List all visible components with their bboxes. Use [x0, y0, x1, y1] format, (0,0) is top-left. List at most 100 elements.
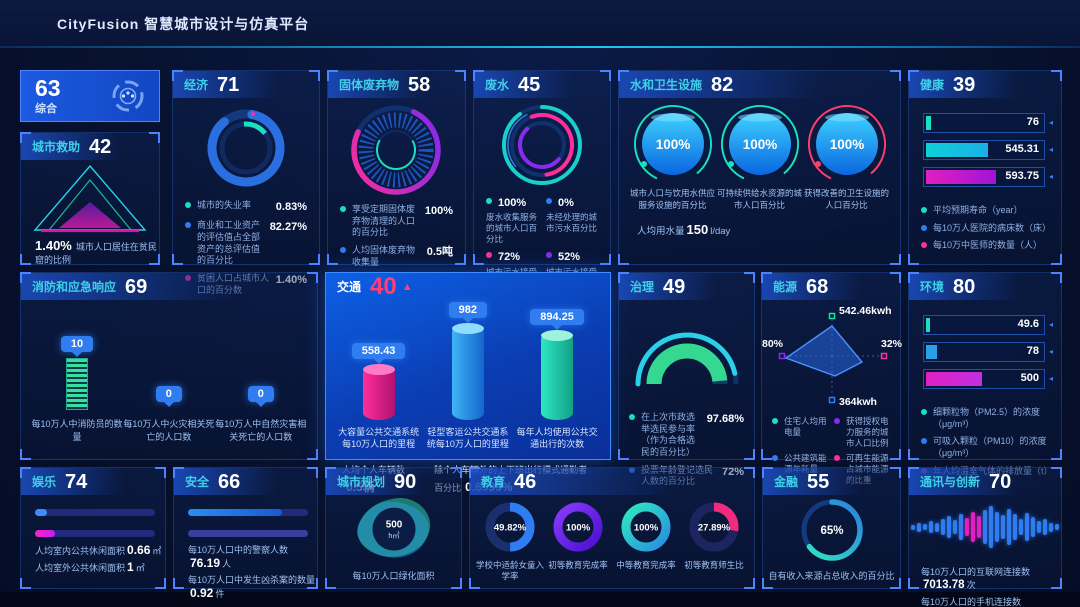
bar-value: 76: [1026, 116, 1039, 128]
panel-water-sanitation[interactable]: 水和卫生设施 82 100% 城市人口与饮用水供应服务设施的百分比: [618, 70, 901, 265]
legend-dot-icon: [921, 438, 927, 445]
solid-waste-gauge-chart: [351, 105, 441, 195]
legend-label: 未经处理的城市污水百分比: [546, 212, 598, 234]
slider-bar[interactable]: [188, 509, 308, 516]
stat-bar: 78: [923, 342, 1053, 362]
legend-dot-icon: [629, 414, 635, 420]
donut-label: 初等教育完成率: [548, 560, 608, 570]
panel-communication[interactable]: 通讯与创新 70 每10万人口的互联网连接数 7013.78 次 每10万人口的手机…: [908, 467, 1062, 607]
slider-bar[interactable]: [188, 530, 308, 537]
communication-stats: 每10万人口的互联网连接数 7013.78次 每10万人口的手机连接数29697.…: [909, 553, 1061, 607]
fire-item: 10: [31, 300, 123, 410]
svg-text:h㎡: h㎡: [388, 532, 399, 540]
legend-dot-icon: [546, 198, 552, 204]
legend-item: 享受定期固体废弃物清理的人口的百分比 100%: [340, 204, 453, 239]
panel-score: 69: [125, 275, 148, 298]
wastewater-rings-chart: [502, 105, 582, 185]
legend-item: 可吸入颗粒（PM10）的浓度（μg/m³）: [921, 436, 1049, 459]
panel-recreation[interactable]: 娱乐 74 人均室内公共休闲面积 0.66 ㎡ 人均室外公共休闲面积 1 ㎡: [20, 467, 166, 589]
legend-item: 获得授权电力服务的城市人口比例: [834, 416, 890, 449]
stat-line: 每10万人口中发生凶杀案的数量0.92 件: [188, 573, 317, 600]
stat-label: 每10万人口的互联网连接数: [921, 567, 1031, 577]
panel-title: 通讯与创新: [920, 475, 981, 489]
panel-governance[interactable]: 治理 49 在上次市政选举选民参与率（作为合格选民的百分比）97.68% 投票年…: [618, 272, 755, 486]
panel-score: 90: [394, 470, 417, 493]
stat-label: 人均室内公共休闲面积: [35, 546, 126, 556]
legend-item: 每10万人医院的病床数（床）: [921, 223, 1051, 235]
panel-finance[interactable]: 金融 55 65% 自有收入来源占总收入的百分比: [762, 467, 901, 589]
panel-score: 58: [408, 73, 431, 96]
panel-header: 经济 71: [173, 71, 319, 98]
stat-unit: ㎡: [152, 546, 162, 556]
legend-item: 住宅人均用电量: [772, 416, 828, 449]
panel-score: 55: [807, 470, 830, 493]
panel-environment[interactable]: 环境 80 49.6 78 500 细颗粒物（PM2.5）的浓度（μg/m³） …: [908, 272, 1062, 476]
panel-title: 教育: [481, 475, 506, 489]
panel-title: 健康: [920, 78, 945, 92]
panel-score: 40: [370, 272, 397, 300]
stat-unit: 人: [222, 559, 232, 569]
panel-energy[interactable]: 能源 68 542.46kwh 80% 32% 364kwh 住宅人均用电量: [761, 272, 902, 485]
panel-education[interactable]: 教育 46 49.82% 学校中适龄女童入学率 100% 初等教育完: [469, 467, 755, 589]
legend-value: 72%: [498, 251, 521, 264]
legend-item: 城市的失业率 0.83%: [185, 200, 307, 214]
fire-item: 0: [215, 300, 307, 410]
donut-chart: 100%: [553, 502, 603, 552]
panel-score: 45: [518, 73, 541, 96]
panel-economy[interactable]: 经济 71 城市的失业率 0.83% 商业和工业资产的评估值占全部资产的总评估值的…: [172, 70, 320, 295]
liquid-gauge-chart: 100%: [807, 105, 886, 183]
legend-value: 52%: [558, 251, 581, 264]
stat-value: 0.92: [190, 586, 214, 600]
panel-title: 城市规划: [337, 475, 386, 489]
legend-item: 100% 废水收集服务的城市人口百分比: [486, 192, 538, 245]
legend-dot-icon: [340, 206, 346, 212]
panel-score: 82: [711, 73, 734, 96]
legend-head: 0%: [546, 196, 598, 210]
stat-line: 人均室外公共休闲面积 1 ㎡: [35, 560, 165, 574]
panel-score: 49: [663, 275, 686, 298]
overall-score-card[interactable]: 63 综合: [20, 70, 160, 122]
triangle-chart: [33, 164, 147, 233]
stat-label: 人均室外公共休闲面积: [35, 563, 126, 573]
panel-city-rescue[interactable]: 城市救助 42 1.40% 城市人口居住在贫民窟的比例: [20, 132, 160, 265]
legend-item: 平均预期寿命（year）: [921, 205, 1049, 217]
stat-bar: 49.6: [923, 315, 1053, 335]
stat-bar: 593.75: [923, 167, 1053, 187]
footer-strip: [0, 592, 1080, 607]
energy-radar-chart: [778, 312, 888, 404]
top-bar: CityFusion 智慧城市设计与仿真平台: [0, 0, 1080, 46]
stat-value: 76.19: [190, 556, 221, 570]
slider-bar[interactable]: [35, 509, 155, 516]
bar-value: 593.75: [1005, 170, 1039, 182]
legend-value: 100%: [498, 197, 527, 209]
liquid-gauge-chart: 100%: [633, 105, 712, 183]
panel-wastewater[interactable]: 废水 45 100% 废水收集服务的城市人口百分比 0% 未经处理的城市污水百分…: [473, 70, 611, 299]
value-badge: 894.25: [530, 309, 584, 330]
legend-value: 0.5吨: [426, 246, 453, 259]
stat-line: 人均室内公共休闲面积 0.66 ㎡: [35, 543, 165, 557]
panel-safety[interactable]: 安全 66 每10万人口中的警察人数76.19 人 每10万人口中发生凶杀案的数量…: [173, 467, 318, 600]
overall-score: 63: [35, 74, 61, 101]
panel-urban-planning[interactable]: 城市规划 90 500 h㎡ 每10万人口绿化面积: [325, 467, 462, 589]
panel-title: 水和卫生设施: [630, 78, 703, 92]
panel-fire-emergency[interactable]: 消防和应急响应 69 10 0 0 每10万人中消防员的数量 每10万人中火灾相…: [20, 272, 318, 460]
slider-bar[interactable]: [35, 530, 155, 537]
stat-label: 每10万人口中的警察人数: [188, 545, 289, 555]
stat-line: 每10万人口中的警察人数76.19 人: [188, 543, 317, 570]
panel-solid-waste[interactable]: 固体废弃物 58 享受定期固体废弃物清理的人口的百分比 100% 人均固体废弃物收…: [327, 70, 466, 296]
stat-line: 每10万人口的互联网连接数 7013.78 次: [921, 565, 1061, 591]
stat-unit: 件: [215, 589, 225, 599]
panel-header: 能源 68: [762, 273, 900, 300]
stat-line: 每10万人口的手机连接数29697.92次: [921, 595, 1061, 607]
legend-dot-icon: [834, 455, 840, 462]
stat-label: 每10万人口的手机连接数: [921, 597, 1022, 607]
legend-dot-icon: [340, 247, 346, 254]
panel-health[interactable]: 健康 39 76 545.31 593.75 平均预期寿命（year） 每10万…: [908, 70, 1062, 265]
panel-score: 66: [218, 470, 241, 493]
panel-score: 42: [89, 135, 112, 158]
legend-dot-icon: [921, 242, 927, 249]
panel-traffic-selected[interactable]: 交通 40 ▲ 558.43 982 894.25 大容量公共交通系统每10万人…: [325, 272, 611, 494]
legend-label: 细颗粒物（PM2.5）的浓度（μg/m³）: [933, 407, 1041, 429]
bar-value: 49.6: [1017, 318, 1039, 330]
donut-label: 中等教育完成率: [616, 560, 676, 570]
